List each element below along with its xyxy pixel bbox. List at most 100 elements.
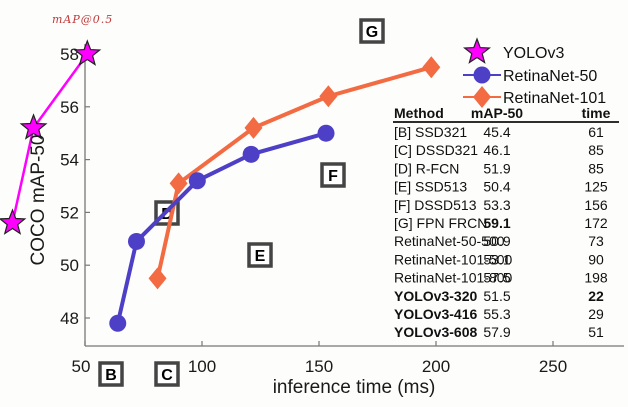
table-cell-time: 90 [588,251,604,267]
legend-label: RetinaNet-50 [503,68,597,85]
table-cell-method: YOLOv3-416 [394,306,477,322]
data-point [422,56,441,79]
results-table: Method mAP-50 time [B] SSD321 45.4 61 [C] DSSD… [393,105,619,340]
legend-item-yolov3: YOLOv3 [462,37,564,64]
x-axis-title: inference time (ms) [273,377,436,398]
label-box-text: G [366,24,378,41]
table-row: [D] R-FCN 51.9 85 [394,160,604,176]
point-label-c: C [154,361,180,387]
label-box [98,361,124,387]
table-cell-map: 53.1 [483,251,510,267]
data-point [19,113,48,140]
label-box [359,18,385,44]
table-header-time: time [582,105,611,121]
x-tick-label: 200 [422,357,450,376]
table-cell-map: 53.3 [483,197,510,213]
table-cell-time: 198 [584,270,608,286]
table-cell-time: 125 [584,179,608,195]
table-header-method: Method [394,105,444,121]
table-row: YOLOv3-416 55.3 29 [394,306,604,322]
table-row: YOLOv3-320 51.5 22 [394,288,604,304]
table-cell-time: 51 [588,324,604,340]
data-point [188,172,206,190]
table-cell-method: YOLOv3-608 [394,324,477,340]
series-retinanet-101 [148,56,441,290]
table-row: YOLOv3-608 57.9 51 [394,324,604,340]
x-tick-label: 100 [188,357,216,376]
data-point [242,145,260,163]
label-box [154,361,180,387]
table-cell-time: 29 [588,306,604,322]
table-cell-method: [D] R-FCN [394,160,459,176]
series-retinanet-50 [109,124,335,332]
point-label-g: G [359,18,385,44]
table-cell-map: 57.9 [483,324,510,340]
point-label-boxes: B C D E F G [98,18,385,387]
legend-label: RetinaNet-101 [503,90,606,107]
legend-item-retinanet-50: RetinaNet-50 [463,66,597,85]
table-header-map: mAP-50 [471,105,523,121]
y-tick-label: 52 [60,203,79,222]
table-cell-time: 85 [588,160,604,176]
table-cell-time: 172 [584,215,608,231]
table-cell-method: [B] SSD321 [394,124,467,140]
point-label-f: F [320,162,346,188]
table-cell-map: 51.5 [483,288,510,304]
legend-marker [462,37,492,64]
handwritten-annotation: mAP@0.5 [52,13,113,26]
data-point [127,232,145,250]
label-box-text: C [161,367,173,384]
data-point [0,208,27,235]
label-box [247,242,273,268]
table-cell-time: 85 [588,142,604,158]
data-point [148,267,167,290]
y-tick-label: 48 [60,309,79,328]
x-tick-label: 50 [72,357,91,376]
table-row: [F] DSSD513 53.3 156 [394,197,608,213]
data-point [109,314,127,332]
table-row: [B] SSD321 45.4 61 [394,124,604,140]
table-cell-time: 61 [588,124,604,140]
y-tick-label: 58 [60,45,79,64]
point-label-b: B [98,361,124,387]
label-box-text: E [255,248,266,265]
table-cell-map: 51.9 [483,160,510,176]
label-box [320,162,346,188]
table-cell-method: RetinaNet-101-500 [394,251,513,267]
y-tick-label: 50 [60,256,79,275]
legend-marker [473,86,491,108]
legend: YOLOv3 RetinaNet-50 RetinaNet-101 [462,37,606,108]
data-point [73,39,102,66]
table-row: [E] SSD513 50.4 125 [394,179,608,195]
legend-label: YOLOv3 [503,45,564,62]
table-cell-map: 55.3 [483,306,510,322]
table-row: [C] DSSD321 46.1 85 [394,142,604,158]
x-tick-label: 250 [539,357,567,376]
series-line [11,53,89,224]
table-cell-time: 156 [584,197,608,213]
series-line [115,131,327,324]
table-cell-method: RetinaNet-50-500 [394,233,505,249]
x-tick-label: 150 [305,357,333,376]
data-point [169,172,188,195]
data-point [319,85,338,108]
table-cell-map: 45.4 [483,124,510,140]
series-group [0,39,441,332]
table-cell-time: 73 [588,233,604,249]
label-box-text: F [328,168,338,185]
table-cell-method: RetinaNet-101-800 [394,270,513,286]
table-cell-method: [C] DSSD321 [394,142,478,158]
y-tick-label: 54 [60,151,79,170]
table-cell-map: 50.9 [483,233,510,249]
point-label-e: E [247,242,273,268]
table-cell-map: 57.5 [483,270,510,286]
data-point [244,116,263,139]
table-cell-map: 50.4 [483,179,510,195]
y-axis-title: COCO mAP-50 [28,135,49,266]
table-cell-time: 22 [588,288,604,304]
